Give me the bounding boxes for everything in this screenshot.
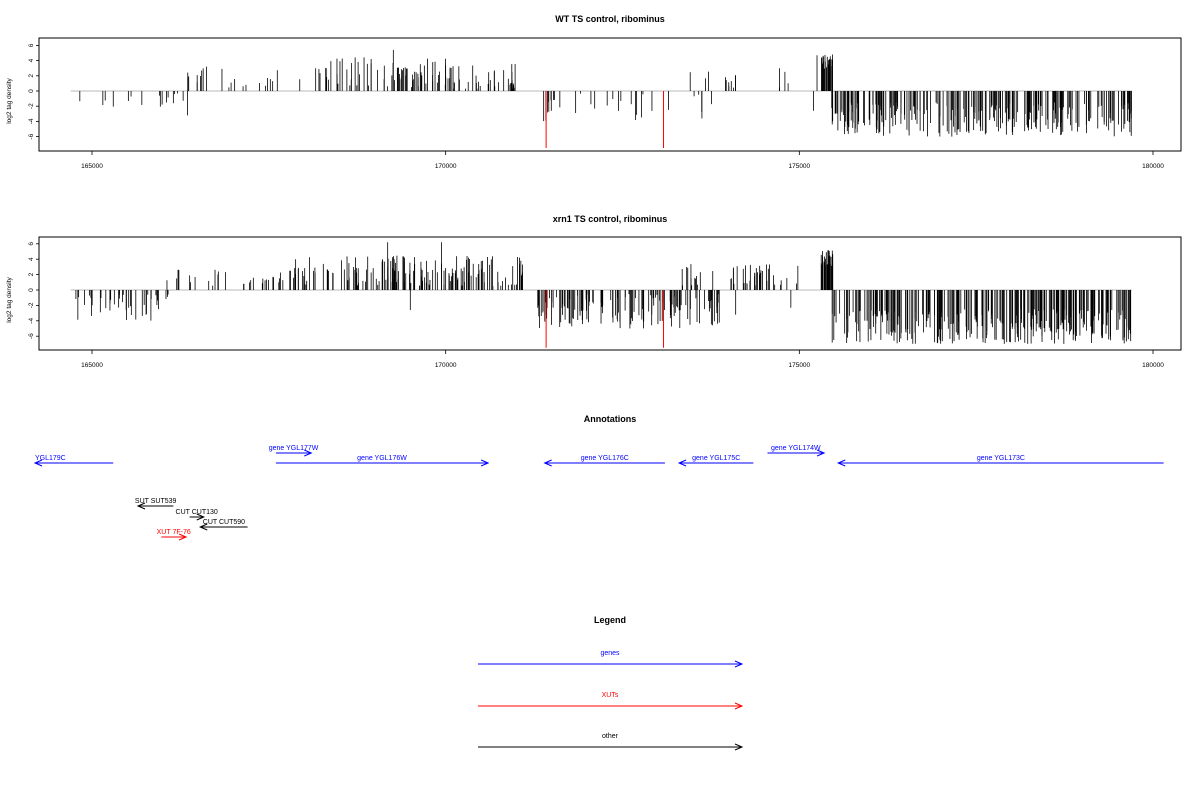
y-tick-label: -4 [28,318,35,324]
annotation-label: gene YGL175C [692,455,740,462]
annotation-feature: gene YGL174W [767,445,826,457]
annotation-label: gene YGL176C [581,455,629,462]
annotation-label: YGL179C [35,455,66,462]
xrn1-x-ticks: 165000 170000 175000 180000 [81,349,1164,369]
y-tick-label: 4 [28,58,35,62]
annotation-label: CUT CUT590 [203,519,245,526]
legend-item: genes [478,650,744,668]
y-tick-label: -6 [28,133,35,139]
wt-y-ticks: 6 4 2 0 -2 -4 -6 [28,43,40,139]
y-tick-label: -6 [28,333,35,339]
xrn1-track-title: xrn1 TS control, ribominus [553,214,668,224]
legend-item: XUTs [478,692,744,710]
feature-arrowhead [734,743,744,751]
feature-arrowhead [178,533,188,541]
annotation-feature: gene YGL175C [677,455,754,467]
feature-arrowhead [816,449,826,457]
annotation-label: SUT SUT539 [135,498,177,505]
x-tick-label: 180000 [1142,362,1164,369]
wt-track-title: WT TS control, ribominus [555,14,665,24]
feature-arrowhead [33,459,43,467]
xrn1-y-ticks: 6 4 2 0 -2 -4 -6 [28,242,40,339]
x-tick-label: 170000 [435,362,457,369]
x-tick-label: 175000 [788,163,810,170]
annotation-feature: XUT 7F-76 [157,529,191,541]
annotation-feature: CUT CUT590 [198,519,248,531]
xrn1-bars [70,242,1132,348]
annotations-panel: Annotations YGL179C gene YGL177W gene YGL1… [33,414,1164,541]
legend-title: Legend [594,615,626,625]
annotations-title: Annotations [584,414,637,424]
feature-arrowhead [543,459,552,467]
annotation-label: XUT 7F-76 [157,529,191,536]
x-tick-label: 165000 [81,362,103,369]
xrn1-track-panel: xrn1 TS control, ribominus log2 tag dens… [6,214,1182,369]
feature-arrowhead [734,660,744,668]
legend-items: genes XUTs other [478,650,744,751]
annotation-label: gene YGL173C [977,455,1025,462]
y-tick-label: 2 [28,272,35,276]
feature-arrowhead [734,702,744,710]
feature-arrowhead [198,523,208,531]
legend-label: genes [600,650,620,657]
annotation-feature: gene YGL177W [269,445,319,457]
annotation-feature: SUT SUT539 [135,498,177,510]
legend-item: other [478,733,744,751]
feature-arrowhead [136,502,146,510]
annotation-feature: gene YGL176W [275,455,490,467]
y-tick-label: -2 [28,302,35,308]
x-tick-label: 180000 [1142,163,1164,170]
feature-arrowhead [304,449,313,457]
annotation-label: gene YGL176W [357,455,407,462]
annotation-label: gene YGL174W [771,445,821,452]
y-tick-label: -4 [28,118,35,124]
legend-label: other [602,733,619,740]
wt-bars [70,49,1132,148]
annotation-feature: gene YGL173C [836,455,1164,467]
annotation-feature: CUT CUT130 [176,509,218,521]
y-tick-label: 2 [28,74,35,78]
x-tick-label: 175000 [788,362,810,369]
y-tick-label: 4 [28,257,35,261]
annotation-feature: YGL179C [33,455,114,467]
x-tick-label: 170000 [435,163,457,170]
wt-y-axis-label: log2 tag density [6,77,13,123]
annotation-label: CUT CUT130 [176,509,218,516]
y-tick-label: 0 [28,288,35,292]
feature-arrowhead [836,459,846,467]
annotation-features: YGL179C gene YGL177W gene YGL176W gene YGL1… [33,445,1164,541]
xrn1-y-axis-label: log2 tag density [6,276,13,322]
wt-x-ticks: 165000 170000 175000 180000 [81,150,1164,170]
y-tick-label: 6 [28,43,35,47]
feature-arrowhead [677,459,687,467]
feature-arrowhead [480,459,490,467]
x-tick-label: 165000 [81,163,103,170]
y-tick-label: 6 [28,242,35,246]
annotation-label: gene YGL177W [269,445,319,452]
annotation-feature: gene YGL176C [543,455,665,467]
y-tick-label: 0 [28,89,35,93]
feature-arrowhead [196,513,206,521]
y-tick-label: -2 [28,103,35,109]
legend-label: XUTs [602,692,619,699]
wt-track-panel: WT TS control, ribominus log2 tag densit… [6,14,1182,170]
legend-panel: Legend genes XUTs other [478,615,744,751]
